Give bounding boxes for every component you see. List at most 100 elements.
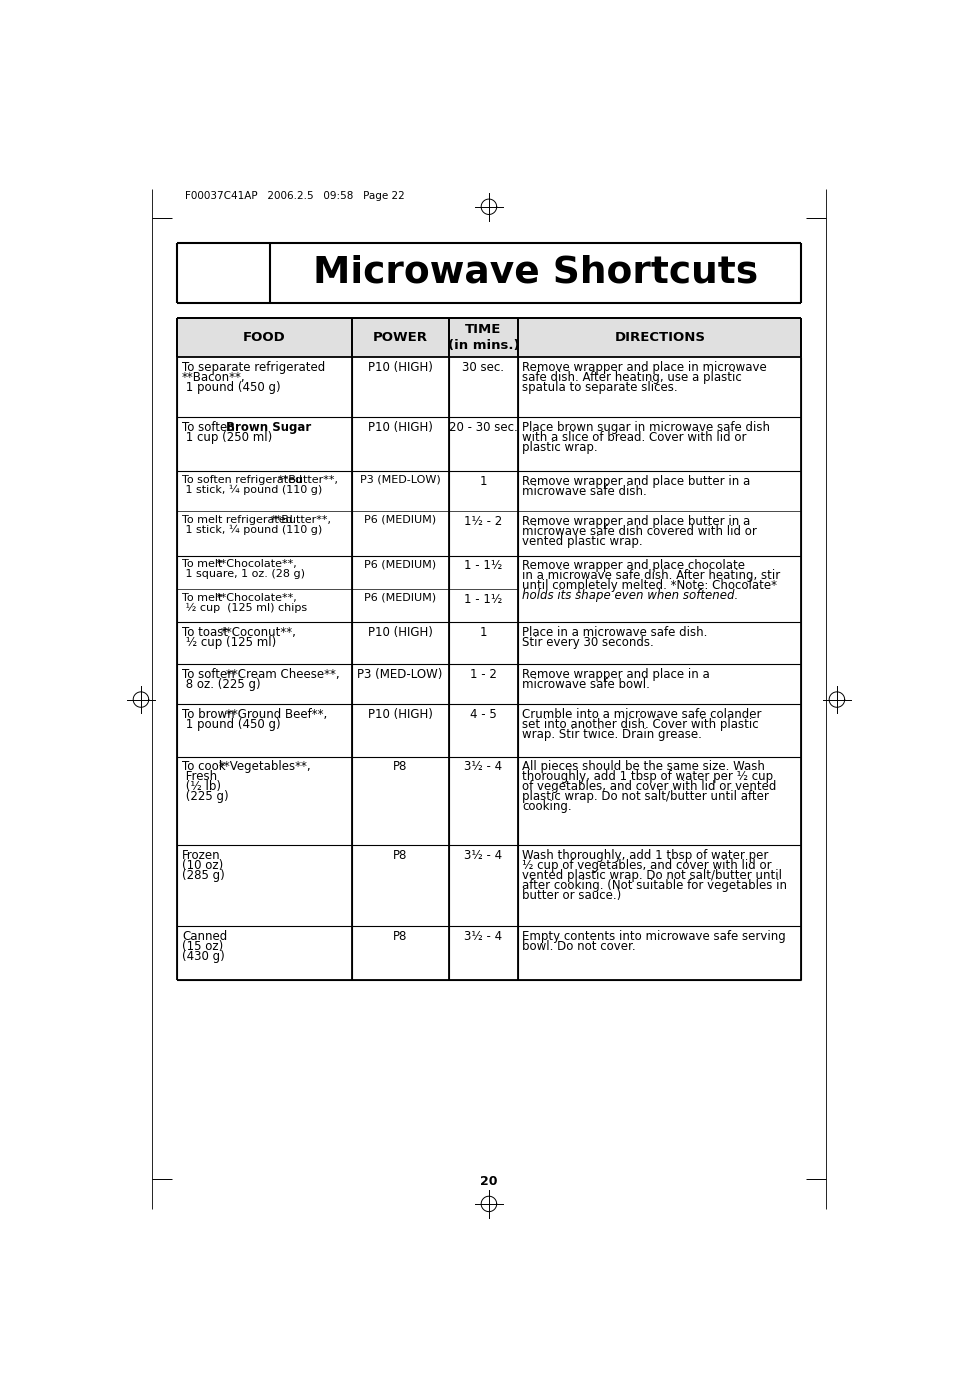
- Text: Fresh: Fresh: [182, 770, 217, 783]
- Text: ½ cup of vegetables, and cover with lid or: ½ cup of vegetables, and cover with lid …: [521, 859, 771, 871]
- Text: **Chocolate**,: **Chocolate**,: [215, 560, 297, 570]
- Text: 30 sec.: 30 sec.: [462, 361, 504, 373]
- Text: bowl. Do not cover.: bowl. Do not cover.: [521, 939, 636, 953]
- Text: (½ lb): (½ lb): [182, 780, 221, 794]
- Text: 1 - 1½: 1 - 1½: [464, 592, 502, 606]
- Text: holds its shape even when softened.: holds its shape even when softened.: [521, 589, 738, 602]
- Text: (430 g): (430 g): [182, 950, 225, 963]
- Text: Stir every 30 seconds.: Stir every 30 seconds.: [521, 636, 654, 649]
- Text: wrap. Stir twice. Drain grease.: wrap. Stir twice. Drain grease.: [521, 727, 701, 741]
- Text: ½ cup (125 ml): ½ cup (125 ml): [182, 636, 276, 649]
- Text: To soften refrigerated: To soften refrigerated: [182, 474, 305, 484]
- Text: Crumble into a microwave safe colander: Crumble into a microwave safe colander: [521, 708, 760, 721]
- Text: 1 square, 1 oz. (28 g): 1 square, 1 oz. (28 g): [182, 570, 305, 579]
- Text: To melt: To melt: [182, 592, 226, 603]
- Text: (10 oz): (10 oz): [182, 859, 223, 871]
- Text: cooking.: cooking.: [521, 801, 571, 813]
- Text: P10 (HIGH): P10 (HIGH): [367, 708, 432, 721]
- Text: ½ cup  (125 ml) chips: ½ cup (125 ml) chips: [182, 603, 307, 613]
- Text: plastic wrap.: plastic wrap.: [521, 441, 598, 454]
- Text: 1 cup (250 ml): 1 cup (250 ml): [182, 430, 272, 444]
- Text: 1 stick, ¼ pound (110 g): 1 stick, ¼ pound (110 g): [182, 524, 322, 535]
- Text: DIRECTIONS: DIRECTIONS: [614, 331, 704, 344]
- Text: Remove wrapper and place chocolate: Remove wrapper and place chocolate: [521, 560, 744, 573]
- Text: P3 (MED-LOW): P3 (MED-LOW): [357, 668, 442, 680]
- Text: Remove wrapper and place in microwave: Remove wrapper and place in microwave: [521, 361, 766, 373]
- Text: Remove wrapper and place butter in a: Remove wrapper and place butter in a: [521, 474, 750, 488]
- Text: FOOD: FOOD: [243, 331, 286, 344]
- Text: vented plastic wrap. Do not salt/butter until: vented plastic wrap. Do not salt/butter …: [521, 869, 781, 882]
- Text: To melt refrigerated: To melt refrigerated: [182, 514, 296, 524]
- Text: P6 (MEDIUM): P6 (MEDIUM): [364, 592, 436, 603]
- Text: Wash thoroughly, add 1 tbsp of water per: Wash thoroughly, add 1 tbsp of water per: [521, 849, 768, 862]
- Text: P6 (MEDIUM): P6 (MEDIUM): [364, 514, 436, 524]
- Text: safe dish. After heating, use a plastic: safe dish. After heating, use a plastic: [521, 371, 741, 383]
- Text: of vegetables, and cover with lid or vented: of vegetables, and cover with lid or ven…: [521, 780, 776, 794]
- Text: thoroughly, add 1 tbsp of water per ½ cup: thoroughly, add 1 tbsp of water per ½ cu…: [521, 770, 773, 783]
- Text: butter or sauce.): butter or sauce.): [521, 889, 620, 902]
- Text: Canned: Canned: [182, 929, 227, 943]
- Text: 3½ - 4: 3½ - 4: [464, 761, 502, 773]
- Text: (15 oz): (15 oz): [182, 939, 223, 953]
- Text: (285 g): (285 g): [182, 869, 225, 882]
- Text: 4 - 5: 4 - 5: [470, 708, 497, 721]
- Text: POWER: POWER: [373, 331, 427, 344]
- Text: 1½ - 2: 1½ - 2: [464, 514, 502, 528]
- Text: 3½ - 4: 3½ - 4: [464, 929, 502, 943]
- Text: To soften: To soften: [182, 668, 238, 680]
- Text: **Ground Beef**,: **Ground Beef**,: [226, 708, 327, 721]
- Text: (225 g): (225 g): [182, 790, 229, 804]
- Text: To soften: To soften: [182, 420, 238, 434]
- Text: **Chocolate**,: **Chocolate**,: [215, 592, 297, 603]
- Text: microwave safe bowl.: microwave safe bowl.: [521, 678, 649, 692]
- Text: 1 pound (450 g): 1 pound (450 g): [182, 380, 280, 394]
- Text: 1 - 1½: 1 - 1½: [464, 560, 502, 573]
- Text: 20 - 30 sec.: 20 - 30 sec.: [449, 420, 517, 434]
- Text: Place in a microwave safe dish.: Place in a microwave safe dish.: [521, 625, 707, 639]
- Text: Place brown sugar in microwave safe dish: Place brown sugar in microwave safe dish: [521, 420, 769, 434]
- Text: **Vegetables**,: **Vegetables**,: [218, 761, 311, 773]
- Text: after cooking. (Not suitable for vegetables in: after cooking. (Not suitable for vegetab…: [521, 878, 786, 892]
- Text: P10 (HIGH): P10 (HIGH): [367, 420, 432, 434]
- Bar: [177, 318, 801, 357]
- Text: microwave safe dish covered with lid or: microwave safe dish covered with lid or: [521, 524, 757, 538]
- Text: Brown Sugar: Brown Sugar: [226, 420, 311, 434]
- Text: Remove wrapper and place butter in a: Remove wrapper and place butter in a: [521, 514, 750, 528]
- Text: To toast: To toast: [182, 625, 232, 639]
- Text: P10 (HIGH): P10 (HIGH): [367, 361, 432, 373]
- Text: **Cream Cheese**,: **Cream Cheese**,: [226, 668, 339, 680]
- Text: 1 pound (450 g): 1 pound (450 g): [182, 718, 280, 732]
- Text: microwave safe dish.: microwave safe dish.: [521, 484, 646, 498]
- Text: Frozen: Frozen: [182, 849, 220, 862]
- Text: 3½ - 4: 3½ - 4: [464, 849, 502, 862]
- Text: **Bacon**,: **Bacon**,: [182, 371, 245, 383]
- Text: **Butter**,: **Butter**,: [277, 474, 338, 484]
- Text: All pieces should be the same size. Wash: All pieces should be the same size. Wash: [521, 761, 764, 773]
- Text: F00037C41AP   2006.2.5   09:58   Page 22: F00037C41AP 2006.2.5 09:58 Page 22: [185, 191, 404, 201]
- Text: set into another dish. Cover with plastic: set into another dish. Cover with plasti…: [521, 718, 758, 732]
- Text: vented plastic wrap.: vented plastic wrap.: [521, 535, 642, 548]
- Text: Empty contents into microwave safe serving: Empty contents into microwave safe servi…: [521, 929, 785, 943]
- Text: P8: P8: [393, 849, 407, 862]
- Text: P10 (HIGH): P10 (HIGH): [367, 625, 432, 639]
- Text: **Butter**,: **Butter**,: [271, 514, 332, 524]
- Text: To brown: To brown: [182, 708, 238, 721]
- Text: 1 stick, ¼ pound (110 g): 1 stick, ¼ pound (110 g): [182, 484, 322, 495]
- Text: until completely melted. *Note: Chocolate*: until completely melted. *Note: Chocolat…: [521, 579, 777, 592]
- Text: Microwave Shortcuts: Microwave Shortcuts: [313, 254, 758, 290]
- Text: To melt: To melt: [182, 560, 226, 570]
- Text: P8: P8: [393, 761, 407, 773]
- Text: with a slice of bread. Cover with lid or: with a slice of bread. Cover with lid or: [521, 430, 746, 444]
- Text: 8 oz. (225 g): 8 oz. (225 g): [182, 678, 260, 692]
- Text: P3 (MED-LOW): P3 (MED-LOW): [359, 474, 440, 484]
- Text: plastic wrap. Do not salt/butter until after: plastic wrap. Do not salt/butter until a…: [521, 790, 768, 804]
- Text: P6 (MEDIUM): P6 (MEDIUM): [364, 560, 436, 570]
- Text: P8: P8: [393, 929, 407, 943]
- Text: 1: 1: [479, 625, 487, 639]
- Text: 1 - 2: 1 - 2: [470, 668, 497, 680]
- Text: 20: 20: [479, 1174, 497, 1188]
- Text: To separate refrigerated: To separate refrigerated: [182, 361, 329, 373]
- Text: Remove wrapper and place in a: Remove wrapper and place in a: [521, 668, 709, 680]
- Text: TIME
(in mins.): TIME (in mins.): [447, 324, 518, 353]
- Text: To cook: To cook: [182, 761, 229, 773]
